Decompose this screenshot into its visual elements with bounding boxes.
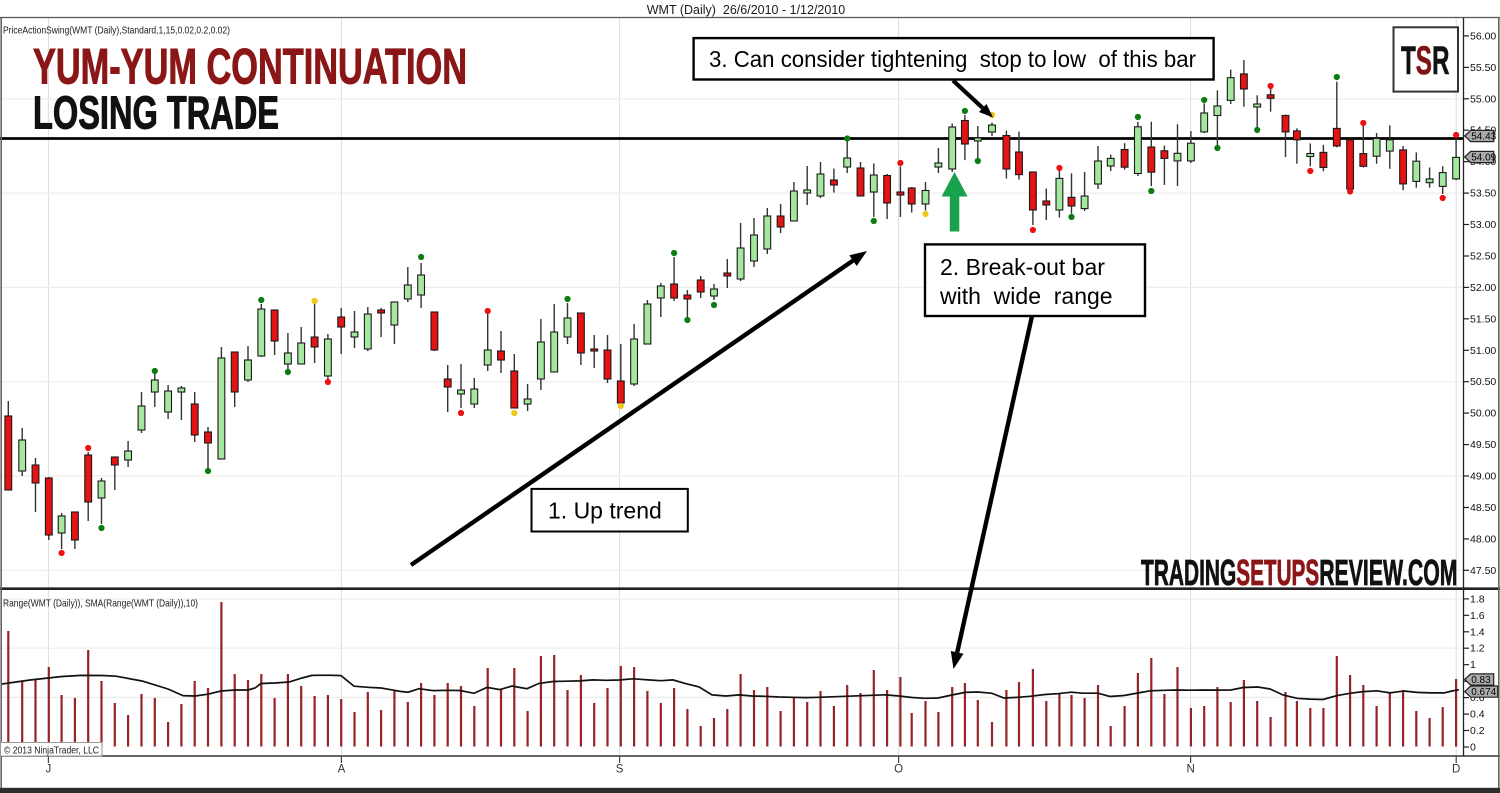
svg-text:49.00: 49.00 xyxy=(1470,471,1496,483)
svg-text:0.4: 0.4 xyxy=(1470,709,1485,721)
svg-text:1.4: 1.4 xyxy=(1470,626,1485,638)
svg-text:51.50: 51.50 xyxy=(1470,313,1496,325)
svg-text:PriceActionSwing(WMT (Daily),S: PriceActionSwing(WMT (Daily),Standard,1,… xyxy=(3,26,230,37)
svg-text:48.50: 48.50 xyxy=(1470,502,1496,514)
svg-text:© 2013 NinjaTrader, LLC: © 2013 NinjaTrader, LLC xyxy=(4,746,99,757)
svg-text:Range(WMT (Daily)), SMA(Range(: Range(WMT (Daily)), SMA(Range(WMT (Daily… xyxy=(3,599,198,610)
svg-text:0: 0 xyxy=(1470,742,1476,754)
svg-text:A: A xyxy=(338,764,346,776)
svg-text:1.2: 1.2 xyxy=(1470,643,1485,655)
svg-text:WMT (Daily) 26/6/2010 - 1/12/: WMT (Daily) 26/6/2010 - 1/12/2010 xyxy=(647,3,846,17)
svg-text:50.50: 50.50 xyxy=(1470,376,1496,388)
svg-text:51.00: 51.00 xyxy=(1470,345,1496,357)
svg-text:0.674: 0.674 xyxy=(1471,687,1496,698)
svg-text:48.00: 48.00 xyxy=(1470,533,1496,545)
svg-text:0.83: 0.83 xyxy=(1471,675,1491,686)
svg-text:56.00: 56.00 xyxy=(1470,30,1496,42)
svg-text:52.00: 52.00 xyxy=(1470,282,1496,294)
svg-text:1: 1 xyxy=(1470,659,1476,671)
svg-text:0.2: 0.2 xyxy=(1470,725,1485,737)
svg-text:D: D xyxy=(1452,764,1460,776)
svg-text:49.50: 49.50 xyxy=(1470,439,1496,451)
svg-text:3. Can consider tightening st: 3. Can consider tightening stop to low o… xyxy=(709,46,1196,72)
svg-text:54.09: 54.09 xyxy=(1471,153,1496,164)
svg-text:2. Break-out bar: 2. Break-out bar xyxy=(940,254,1105,280)
svg-text:REVIEW.COM: REVIEW.COM xyxy=(1319,552,1457,593)
svg-text:55.00: 55.00 xyxy=(1470,93,1496,105)
svg-text:55.50: 55.50 xyxy=(1470,62,1496,74)
svg-text:50.00: 50.00 xyxy=(1470,408,1496,420)
svg-text:LOSING TRADE: LOSING TRADE xyxy=(33,87,279,139)
svg-text:J: J xyxy=(46,764,52,776)
svg-text:TSR: TSR xyxy=(1401,39,1450,83)
svg-text:SETUPS: SETUPS xyxy=(1236,552,1319,593)
svg-text:1. Up trend: 1. Up trend xyxy=(548,498,662,524)
svg-text:54.43: 54.43 xyxy=(1471,132,1496,143)
svg-text:YUM-YUM CONTINUATION: YUM-YUM CONTINUATION xyxy=(33,39,467,95)
svg-text:47.50: 47.50 xyxy=(1470,565,1496,577)
svg-text:52.50: 52.50 xyxy=(1470,251,1496,263)
svg-text:N: N xyxy=(1186,764,1194,776)
svg-text:O: O xyxy=(894,764,903,776)
svg-text:S: S xyxy=(616,764,624,776)
svg-text:53.00: 53.00 xyxy=(1470,219,1496,231)
svg-text:1.8: 1.8 xyxy=(1470,593,1485,605)
svg-text:TRADING: TRADING xyxy=(1141,552,1236,593)
svg-text:1.6: 1.6 xyxy=(1470,610,1485,622)
svg-text:53.50: 53.50 xyxy=(1470,188,1496,200)
svg-text:with wide range: with wide range xyxy=(939,283,1113,309)
